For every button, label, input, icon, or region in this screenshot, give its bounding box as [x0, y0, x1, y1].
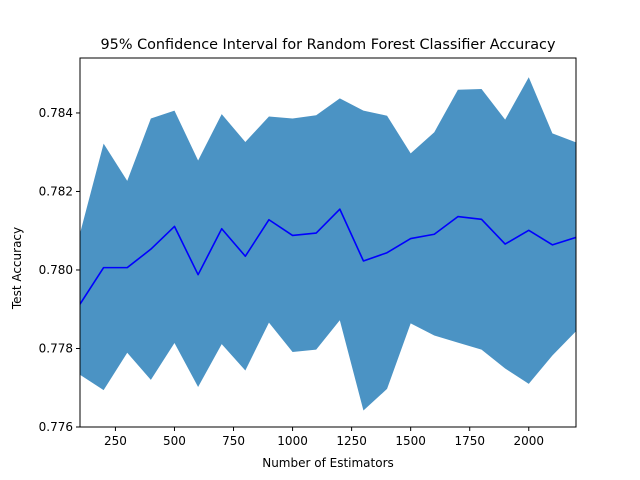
x-tick-label: 750 [222, 434, 245, 448]
axes: 250 500 750 1000 1250 1500 1750 2000 0.776 0.778 0… [39, 57, 577, 448]
accuracy-line [80, 208, 576, 305]
x-tick-label: 2000 [513, 434, 544, 448]
x-tick-label: 1500 [395, 434, 426, 448]
x-tick-label: 1750 [454, 434, 485, 448]
plot-clip-group [80, 77, 576, 411]
y-axis-label: Test Accuracy [10, 227, 24, 310]
y-tick-label: 0.784 [39, 106, 73, 120]
axes-frame [79, 57, 577, 428]
plot-area [80, 77, 576, 411]
x-tick-label: 500 [163, 434, 186, 448]
x-tick-label: 1000 [277, 434, 308, 448]
confidence-band [80, 77, 576, 411]
chart-title: 95% Confidence Interval for Random Fores… [101, 37, 556, 53]
x-tick-label: 1250 [336, 434, 367, 448]
x-axis-label: Number of Estimators [262, 456, 394, 470]
y-tick-label: 0.778 [39, 341, 73, 355]
y-tick-label: 0.776 [39, 420, 73, 434]
y-tick-label: 0.782 [39, 184, 73, 198]
x-tick-label: 250 [104, 434, 127, 448]
y-tick-label: 0.780 [39, 263, 73, 277]
